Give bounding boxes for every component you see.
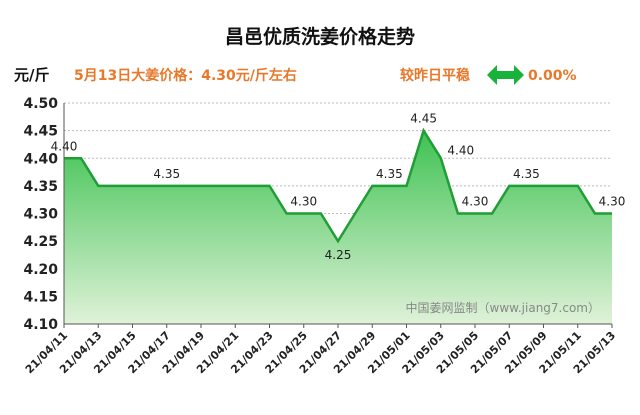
axes — [63, 103, 613, 328]
price-line — [64, 127, 612, 244]
price-area — [64, 130, 612, 324]
y-tick-label: 4.35 — [23, 179, 58, 195]
compare-value: 0.00% — [528, 68, 577, 84]
y-tick-label: 4.20 — [23, 262, 58, 278]
y-tick-label: 4.15 — [23, 289, 58, 305]
y-axis-unit: 元/斤 — [14, 66, 49, 84]
double-arrow-icon — [487, 65, 524, 85]
y-tick-label: 4.50 — [23, 96, 58, 112]
data-label: 4.35 — [153, 167, 180, 181]
data-label: 4.35 — [513, 167, 540, 181]
y-tick-labels: 4.10 4.15 4.20 4.25 4.30 4.35 4.40 4.45 4.50 — [23, 96, 58, 333]
x-tick-labels: 21/04/1121/04/1321/04/1521/04/1721/04/19… — [23, 329, 618, 376]
y-tick-label: 4.45 — [23, 124, 58, 140]
price-note: 5月13日大姜价格：4.30元/斤左右 — [74, 67, 297, 84]
data-label: 4.45 — [410, 112, 437, 126]
compare-label: 较昨日平稳 — [400, 67, 470, 84]
data-label: 4.40 — [447, 143, 474, 157]
data-label: 4.25 — [325, 248, 352, 262]
y-tick-label: 4.40 — [23, 151, 58, 167]
y-tick-label: 4.10 — [23, 317, 58, 333]
source-note: 中国姜网监制（www.jiang7.com） — [406, 300, 600, 315]
chart-title: 昌邑优质洗姜价格走势 — [225, 25, 415, 48]
data-label: 4.30 — [599, 195, 626, 209]
data-label: 4.40 — [51, 139, 78, 153]
y-tick-label: 4.30 — [23, 207, 58, 223]
data-label: 4.30 — [290, 195, 317, 209]
data-labels: 4.40 4.35 4.30 4.25 4.35 4.45 4.40 4.30 4.35 4.30 — [51, 112, 626, 263]
y-tick-label: 4.25 — [23, 234, 58, 250]
data-label: 4.30 — [462, 195, 489, 209]
data-label: 4.35 — [376, 167, 403, 181]
